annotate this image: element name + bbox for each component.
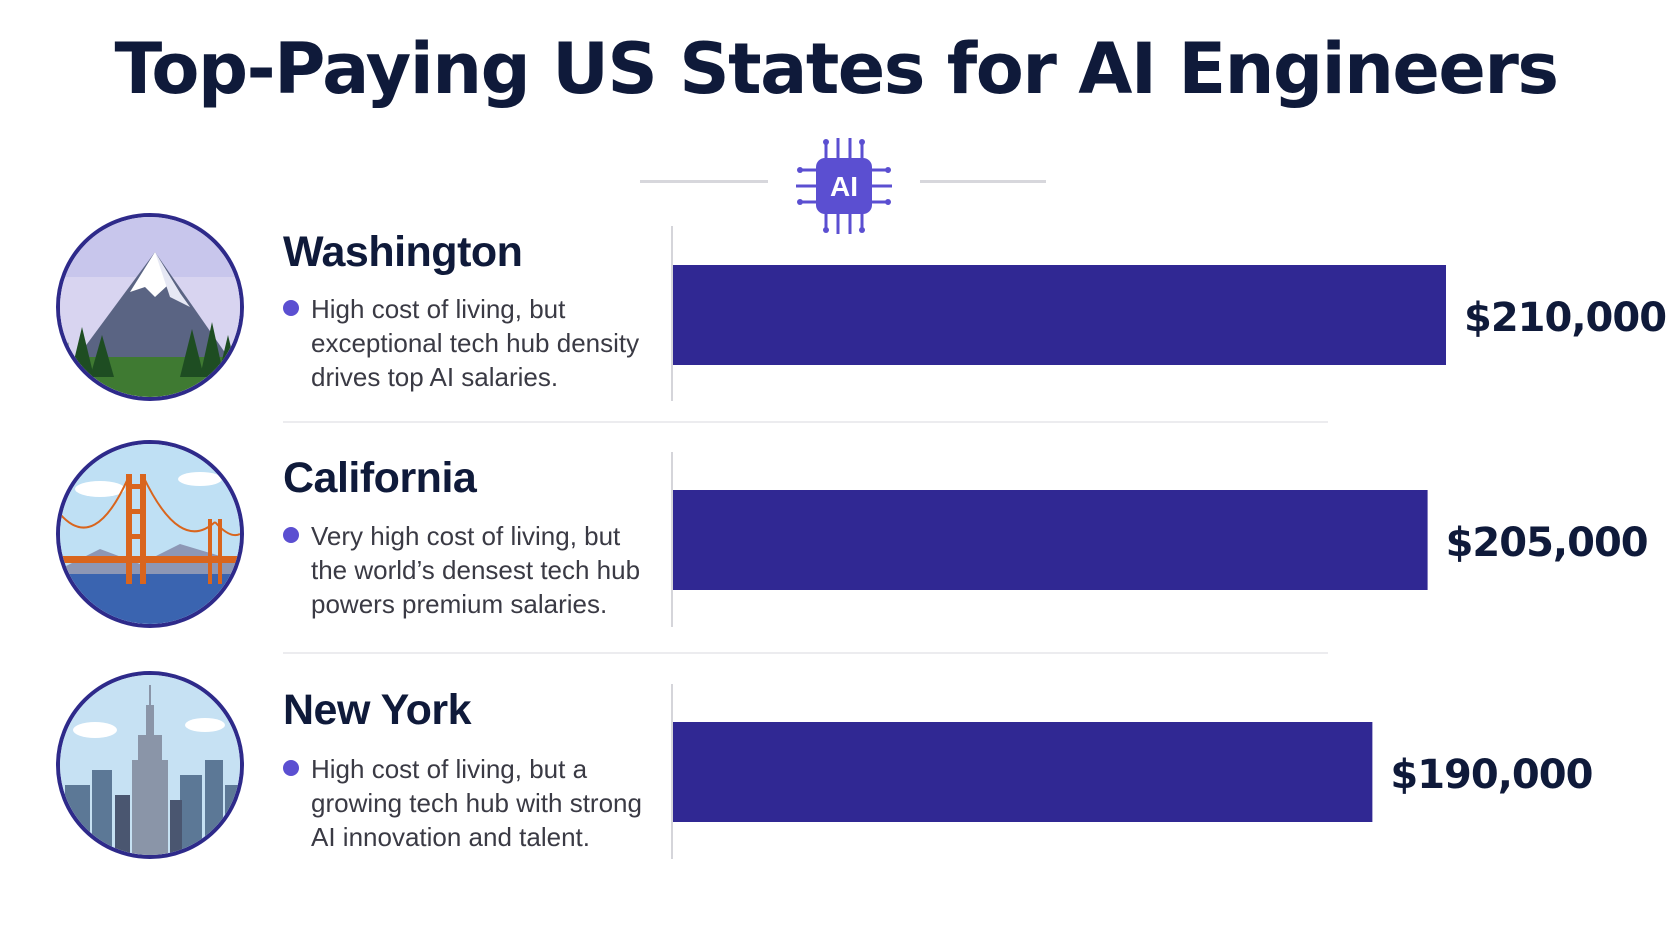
bar-california: [673, 490, 1428, 590]
row-separator: [283, 421, 1328, 423]
ai-chip-icon: AI: [796, 138, 892, 234]
chart-title: Top-Paying US States for AI Engineers: [114, 28, 1559, 110]
bar-value-label: $210,000: [1464, 295, 1666, 341]
bar-new-york: [673, 722, 1373, 822]
bar-value-label: $205,000: [1446, 520, 1648, 566]
state-description: High cost of living, but exceptional tec…: [283, 292, 653, 394]
bar-value-label: $190,000: [1390, 752, 1592, 798]
golden-gate-bridge-icon: [56, 440, 244, 628]
description-text: High cost of living, but exceptional tec…: [311, 294, 640, 392]
title-divider-left: [640, 180, 768, 183]
ai-chip-label: AI: [830, 171, 858, 202]
mountain-icon: [56, 213, 244, 401]
bar-axis-line: [671, 684, 673, 859]
bullet-dot: [283, 300, 299, 316]
bar-axis-line: [671, 226, 673, 401]
title-divider-right: [920, 180, 1046, 183]
state-name: Washington: [283, 228, 523, 276]
state-description: High cost of living, but a growing tech …: [283, 752, 653, 854]
bullet-dot: [283, 527, 299, 543]
description-text: High cost of living, but a growing tech …: [311, 754, 642, 852]
empire-state-skyline-icon: [56, 671, 244, 859]
state-name: California: [283, 454, 477, 502]
row-separator: [283, 652, 1328, 654]
state-name: New York: [283, 686, 472, 734]
bar-washington: [673, 265, 1446, 365]
state-description: Very high cost of living, but the world’…: [283, 519, 653, 621]
bullet-dot: [283, 760, 299, 776]
description-text: Very high cost of living, but the world’…: [311, 521, 641, 619]
bar-axis-line: [671, 452, 673, 627]
